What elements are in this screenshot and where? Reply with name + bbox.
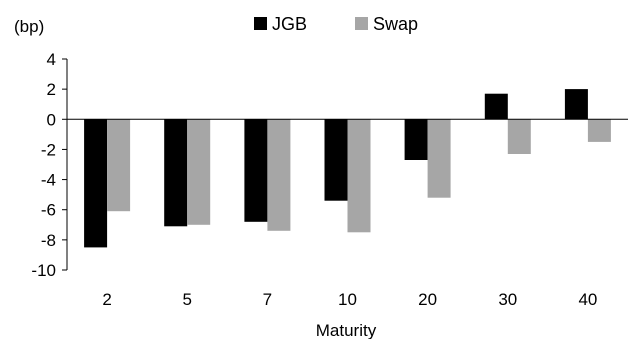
y-tick-label: -6 [41, 201, 56, 220]
bar-swap-2 [107, 119, 131, 212]
y-tick-label: 0 [47, 110, 56, 129]
bar-jgb-20 [404, 119, 428, 160]
x-tick-label: 7 [263, 290, 272, 309]
bar-jgb-5 [164, 119, 188, 227]
bar-jgb-10 [324, 119, 348, 201]
y-tick-label: -8 [41, 231, 56, 250]
x-axis: 2 5 7 10 20 30 40 [67, 118, 628, 309]
legend: JGB Swap [254, 14, 418, 34]
bar-swap-20 [427, 119, 451, 198]
y-tick-label: 4 [47, 50, 56, 69]
y-tick-label: -2 [41, 140, 56, 159]
y-unit-label: (bp) [14, 17, 44, 36]
bar-swap-7 [267, 119, 291, 231]
bar-swap-10 [347, 119, 371, 233]
legend-swatch-jgb [254, 17, 267, 30]
x-tick-label: 10 [338, 290, 357, 309]
bars-group [84, 89, 611, 248]
bar-jgb-7 [244, 119, 268, 222]
y-axis: 4 2 0 -2 -4 -6 -8 -10 [31, 50, 68, 280]
x-tick-label: 30 [498, 290, 517, 309]
y-tick-label: -4 [41, 171, 56, 190]
x-tick-label: 20 [418, 290, 437, 309]
bar-swap-30 [507, 119, 531, 154]
bar-swap-40 [587, 119, 611, 142]
legend-swatch-swap [355, 17, 368, 30]
bar-swap-5 [187, 119, 211, 225]
legend-label-jgb: JGB [272, 14, 307, 34]
bar-jgb-30 [484, 93, 508, 120]
x-tick-label: 40 [578, 290, 597, 309]
y-tick-label: -10 [31, 261, 56, 280]
legend-label-swap: Swap [373, 14, 418, 34]
x-tick-label: 2 [102, 290, 111, 309]
y-tick-label: 2 [47, 80, 56, 99]
x-axis-title: Maturity [316, 321, 377, 339]
bar-jgb-40 [564, 89, 588, 120]
bar-jgb-2 [84, 119, 108, 248]
x-tick-label: 5 [182, 290, 191, 309]
